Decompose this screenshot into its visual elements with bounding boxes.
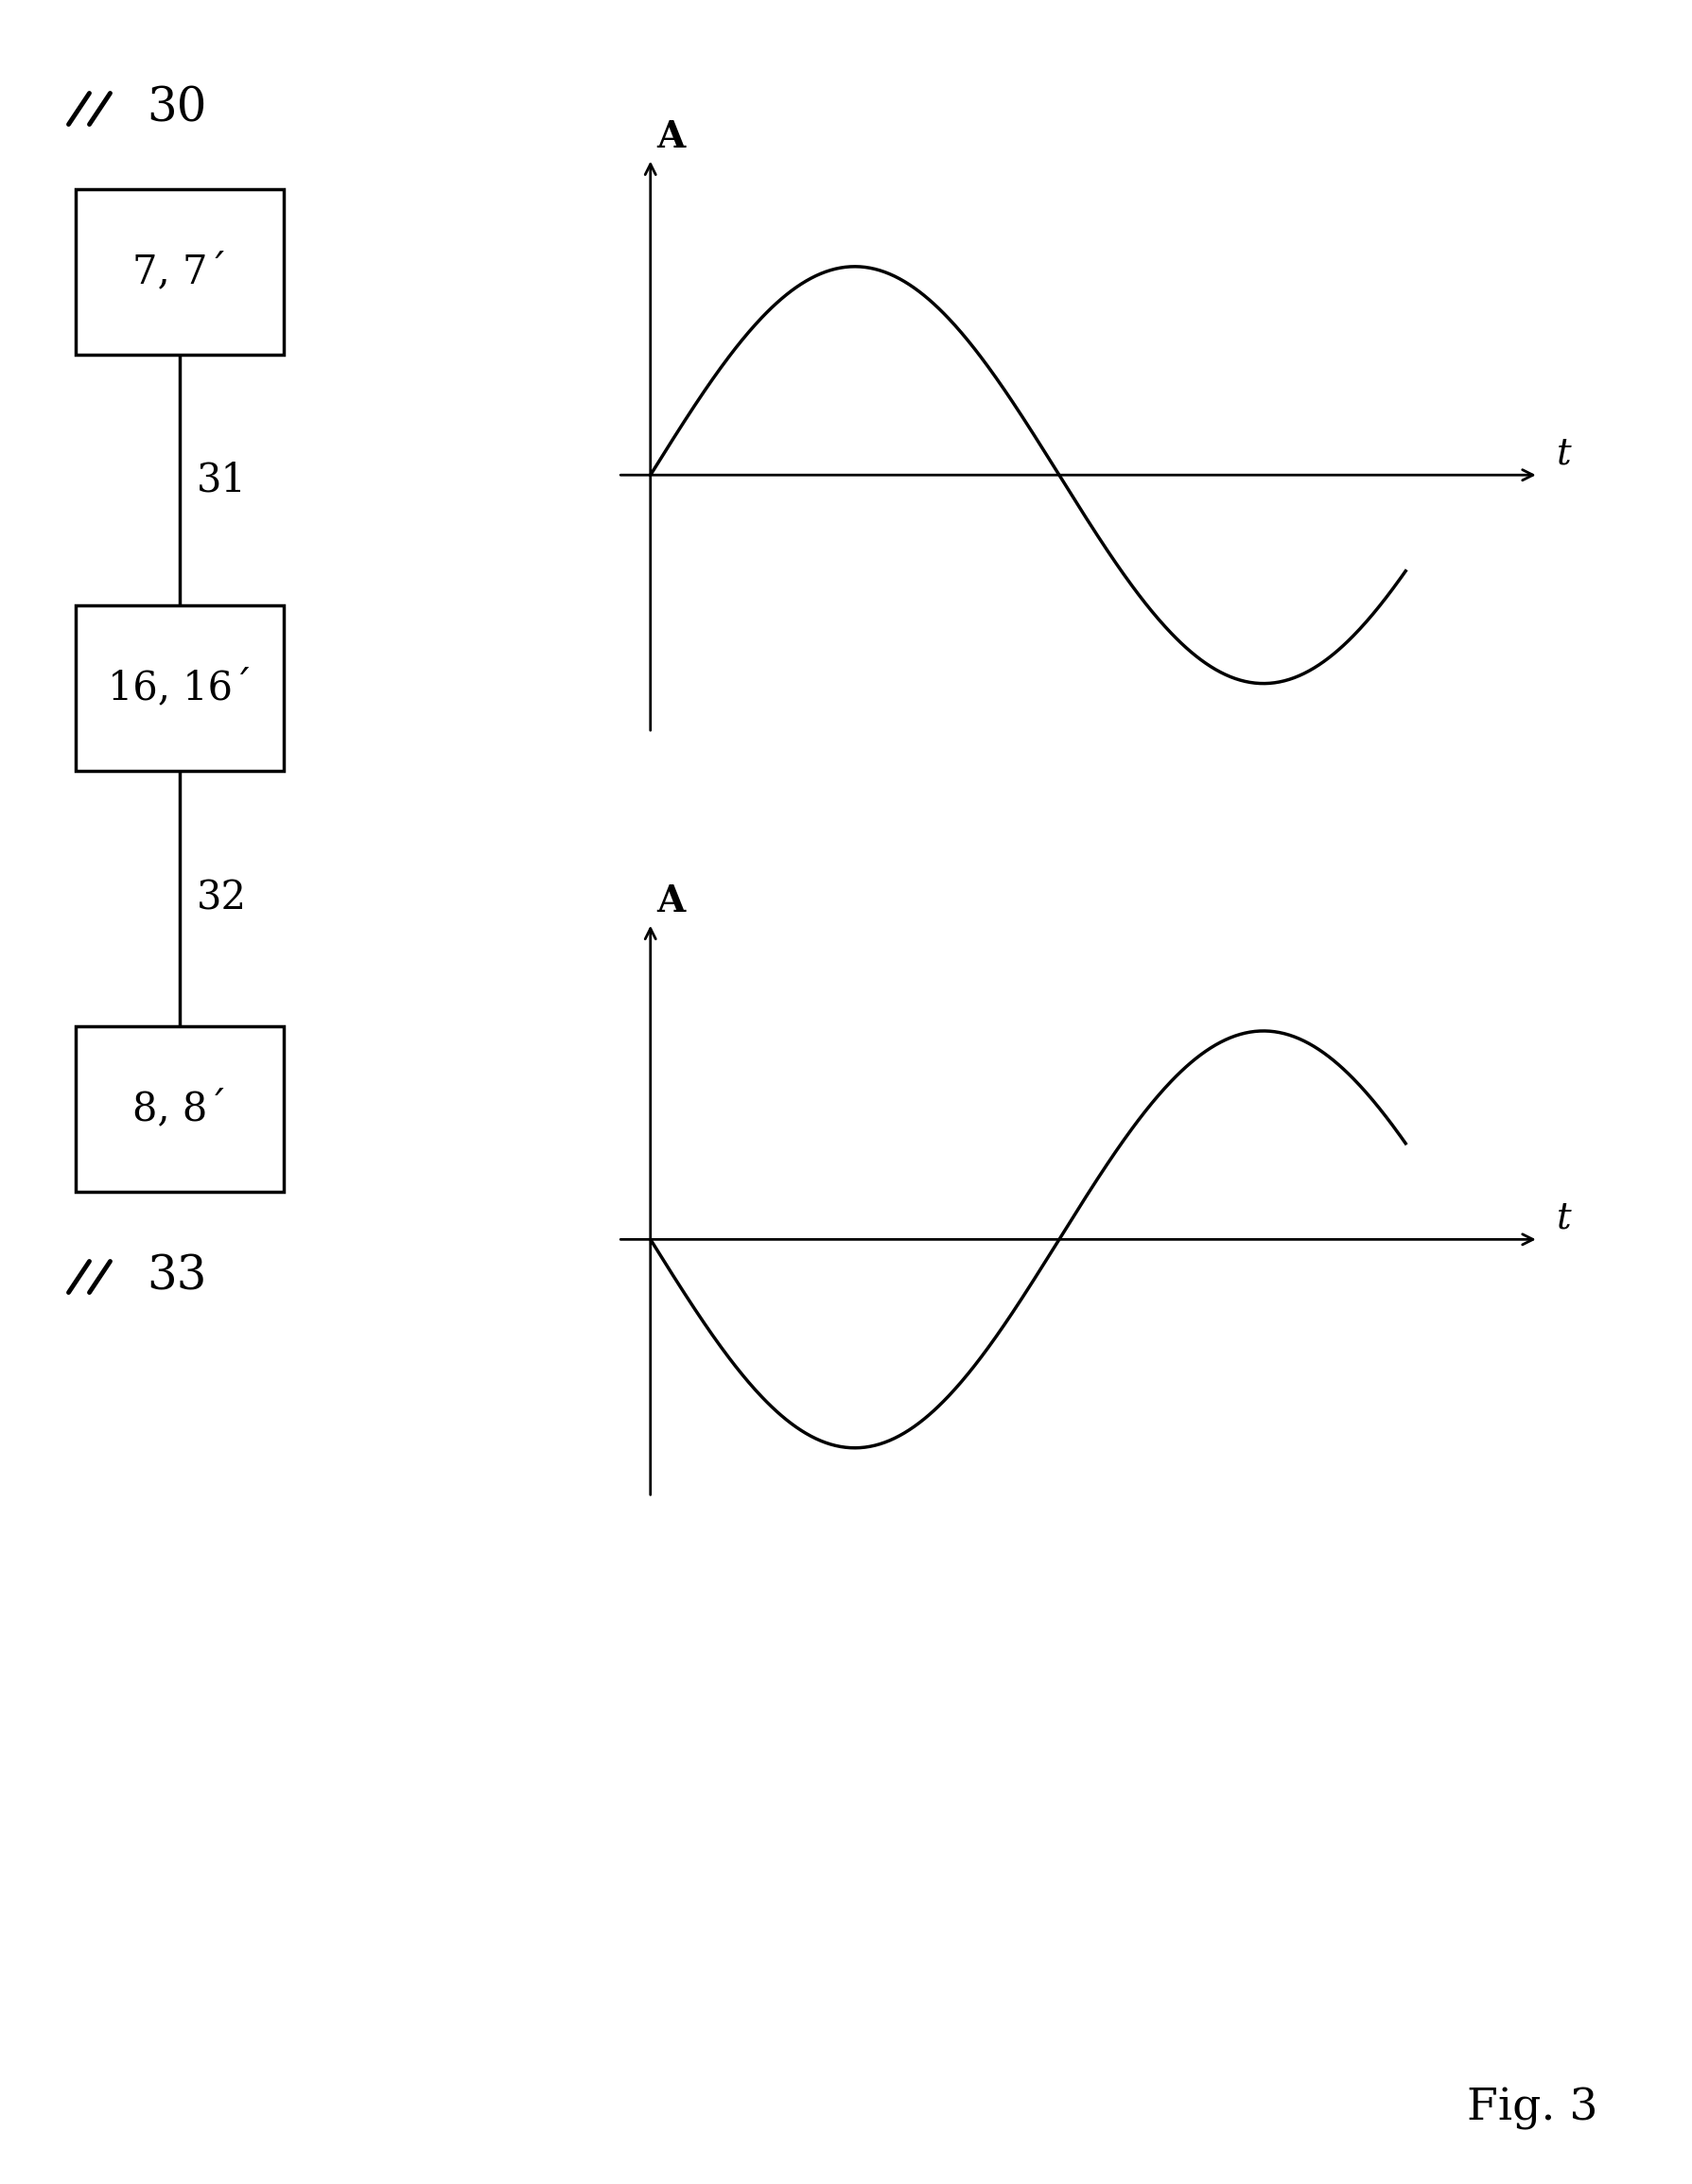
Text: t: t xyxy=(1557,437,1570,472)
Text: 32: 32 xyxy=(196,878,247,919)
Bar xyxy=(76,1026,284,1192)
Text: t: t xyxy=(1557,1201,1570,1236)
Text: 30: 30 xyxy=(147,85,206,133)
Text: 7, 7´: 7, 7´ xyxy=(132,251,227,293)
Bar xyxy=(76,605,284,771)
Text: 16, 16´: 16, 16´ xyxy=(107,668,252,708)
Text: A: A xyxy=(656,885,685,919)
Text: 33: 33 xyxy=(147,1254,206,1299)
Text: 8, 8´: 8, 8´ xyxy=(132,1090,227,1129)
Text: A: A xyxy=(656,120,685,155)
Text: Fig. 3: Fig. 3 xyxy=(1467,2088,1597,2129)
Bar xyxy=(76,190,284,354)
Text: 31: 31 xyxy=(196,461,247,500)
